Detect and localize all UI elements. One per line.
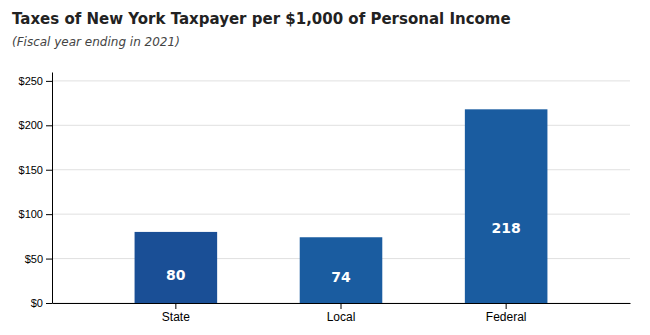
y-tick-mark [46, 170, 52, 171]
y-tick: $0 [31, 297, 52, 309]
grid-line [52, 80, 630, 81]
y-tick-label: $100 [19, 208, 43, 220]
x-tick-label: Local [327, 310, 356, 324]
y-tick: $200 [19, 119, 52, 131]
title: Taxes of New York Taxpayer per $1,000 of… [12, 10, 511, 28]
x-tick-mark [175, 303, 176, 309]
subtitle: (Fiscal year ending in 2021) [12, 35, 180, 49]
chart: Taxes of New York Taxpayer per $1,000 of… [0, 0, 650, 335]
y-tick-label: $150 [19, 164, 43, 176]
y-tick-mark [46, 81, 52, 82]
y-axis: $0 $50 $100 $150 $200 $250 [19, 73, 53, 310]
x-tick-label: State [162, 310, 190, 324]
y-tick-mark [46, 259, 52, 260]
y-tick-label: $250 [19, 75, 43, 87]
data-labels: 80 74 218 [166, 220, 521, 285]
y-tick: $150 [19, 164, 52, 176]
bar [465, 109, 548, 303]
bar [135, 232, 218, 303]
data-label: 80 [166, 267, 186, 283]
y-tick-label: $0 [31, 297, 43, 309]
y-tick-label: $200 [19, 119, 43, 131]
y-tick: $250 [19, 75, 52, 87]
x-tick: State [162, 303, 190, 324]
y-tick-mark [46, 303, 52, 304]
data-label: 218 [492, 220, 521, 236]
y-tick: $100 [19, 208, 52, 220]
y-tick-label: $50 [25, 253, 43, 265]
data-label: 74 [331, 269, 351, 285]
y-axis-line [52, 73, 53, 304]
x-tick-mark [341, 303, 342, 309]
y-tick-mark [46, 125, 52, 126]
x-tick: Federal [486, 303, 527, 324]
x-tick: Local [327, 303, 356, 324]
x-axis: State Local Federal [53, 303, 631, 324]
bar [300, 237, 383, 303]
y-tick: $50 [25, 253, 52, 265]
bars [135, 109, 548, 303]
x-tick-mark [506, 303, 507, 309]
plot: $0 $50 $100 $150 $200 $250 State Local Federal 80… [19, 73, 631, 324]
grid [52, 81, 630, 303]
y-tick-mark [46, 214, 52, 215]
x-tick-label: Federal [486, 310, 527, 324]
